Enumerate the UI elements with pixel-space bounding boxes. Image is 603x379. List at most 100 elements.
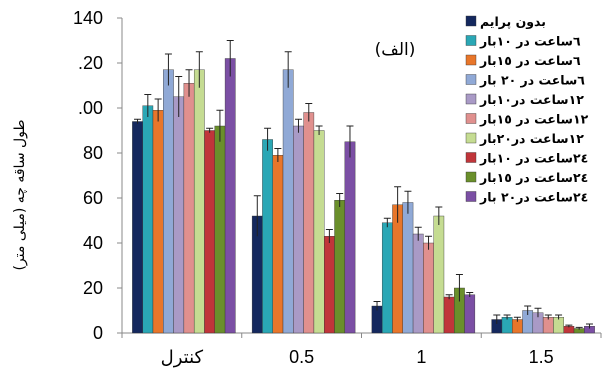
y-tick-label: 20 [83, 278, 103, 298]
y-tick-label: 0 [93, 323, 103, 343]
error-bar [394, 186, 402, 223]
bar [381, 222, 393, 334]
error-bar [534, 307, 542, 318]
bar [392, 204, 403, 334]
x-tick-label: 0.5 [289, 347, 314, 367]
error-bar [585, 323, 593, 329]
legend-swatch [465, 191, 477, 202]
legend-item: ٢٤ساعت در ١٠بار [465, 151, 588, 166]
error-bar [445, 294, 453, 300]
legend-label: ٦ساعت در ١٥بار [479, 53, 581, 68]
legend-label: ٦ساعت در ١٠بار [479, 34, 581, 49]
y-tick-label: .00 [78, 98, 103, 118]
error-bar [565, 324, 573, 328]
error-bar [144, 94, 152, 117]
legend-item: بدون پرایم [465, 14, 546, 29]
bar [224, 58, 236, 334]
legend-label: ١٢ساعت در ١٥بار [479, 112, 589, 127]
bar [293, 125, 304, 334]
legend-label: ٦ساعت در ٢٠ بار [479, 73, 585, 88]
error-bar [164, 53, 172, 86]
error-bar [336, 193, 344, 207]
legend-item: ٦ساعت در ١٠بار [465, 34, 581, 49]
y-tick-label: .20 [78, 53, 103, 73]
bar [423, 242, 434, 334]
legend-item: ١٢ساعت در ١٥بار [465, 112, 589, 127]
bar [163, 69, 174, 334]
bar [344, 141, 356, 334]
error-bar [503, 314, 511, 320]
bar [282, 69, 294, 334]
bar [183, 83, 195, 334]
error-bar [253, 195, 261, 237]
error-bar [575, 326, 583, 330]
legend-swatch [465, 132, 477, 144]
error-bar [294, 118, 302, 133]
error-bar [325, 229, 333, 243]
legend-swatch [465, 113, 477, 124]
legend-swatch [465, 35, 477, 46]
bar [142, 105, 154, 334]
legend-label: ٢٤ساعت در ١٠بار [479, 151, 588, 166]
bar [214, 125, 226, 334]
y-ticks: 0 20 40 60 80 .00 .20 140 [73, 8, 122, 343]
error-bar [274, 148, 282, 162]
legend-label: بدون پرایم [480, 14, 546, 29]
error-bar [175, 76, 183, 117]
error-bar [206, 127, 214, 133]
error-bar [455, 274, 463, 302]
bar [272, 155, 284, 334]
legend: بدون پرایم ٦ساعت در ١٠بار ٦ساعت در ١٥بار ٦س… [465, 14, 589, 205]
bar [313, 130, 325, 334]
error-bar [195, 51, 203, 88]
bar [303, 112, 315, 334]
error-bar [425, 235, 433, 250]
error-bars [134, 40, 593, 330]
error-bar [185, 69, 193, 97]
bar [324, 236, 335, 334]
error-bar [383, 217, 391, 228]
error-bar [315, 125, 323, 135]
error-bar [226, 40, 234, 77]
bar [204, 130, 215, 334]
legend-item: ١٢ساعت در٢٠بار [465, 131, 584, 146]
x-ticks: کنترل 0.5 1 1.5 [121, 333, 602, 368]
error-bar [134, 118, 142, 124]
bar [542, 317, 554, 334]
error-bar [346, 125, 354, 158]
error-bar [435, 206, 443, 225]
error-bar [414, 226, 422, 241]
y-tick-label: 140 [73, 8, 103, 28]
y-tick-label: 80 [83, 143, 103, 163]
legend-label: ٢٤ساعت در٢٠ بار [479, 190, 588, 205]
error-bar [216, 109, 224, 142]
y-tick-label: 40 [83, 233, 103, 253]
legend-swatch [465, 74, 477, 85]
legend-swatch [465, 171, 477, 183]
legend-label: ١٢ساعت در١٠بار [479, 92, 584, 107]
legend-swatch [465, 54, 477, 66]
bar [262, 139, 273, 334]
x-tick-label: 1.5 [529, 347, 554, 367]
bar [173, 96, 185, 334]
error-bar [513, 316, 521, 322]
bar [132, 121, 143, 334]
y-tick-label: 60 [83, 188, 103, 208]
legend-item: ٢٤ساعت در٢٠ بار [465, 190, 588, 205]
error-bar [544, 314, 552, 320]
bar [553, 317, 564, 334]
bar [193, 69, 205, 334]
error-bar [404, 190, 412, 214]
error-bar [154, 98, 162, 122]
x-tick-label: کنترل [161, 347, 204, 368]
legend-item: ١٢ساعت در١٠بار [465, 92, 584, 107]
bar [433, 215, 445, 334]
error-bar [264, 127, 272, 151]
legend-item: ٦ساعت در ٢٠ بار [465, 73, 585, 88]
legend-swatch [465, 15, 477, 27]
error-bar [373, 301, 381, 311]
bar [443, 296, 455, 334]
legend-swatch [465, 152, 477, 163]
legend-item: ٢٤ساعت در ١٥بار [465, 170, 588, 185]
